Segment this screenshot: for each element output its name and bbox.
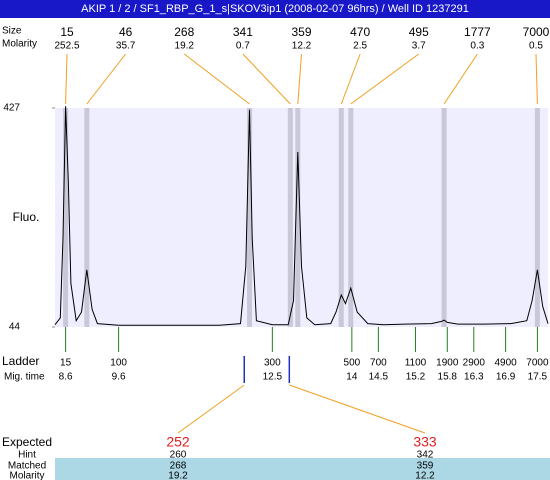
peak-size: 268 (174, 25, 194, 39)
peak-connector (535, 53, 538, 105)
y-tick-label: 427 (3, 103, 20, 114)
ladder-size: 4900 (494, 358, 517, 369)
peak-band (441, 108, 447, 327)
hint-value: 342 (417, 450, 434, 461)
peak-molarity: 252.5 (54, 41, 79, 52)
y-tick-label: 44 (9, 322, 21, 333)
peak-connector (443, 53, 478, 105)
title-bar (0, 0, 550, 18)
ladder-size: 1900 (436, 358, 459, 369)
peak-size: 495 (409, 25, 429, 39)
mig-time-header: Mig. time (4, 372, 45, 383)
ladder-size: 15 (60, 358, 72, 369)
peak-band (348, 108, 354, 327)
ladder-size: 7000 (526, 358, 549, 369)
peak-size: 15 (60, 25, 74, 39)
expected-value: 333 (413, 434, 437, 450)
peak-molarity: 35.7 (116, 41, 136, 52)
peak-size: 341 (233, 25, 253, 39)
ladder-mig-time: 14.5 (369, 372, 389, 383)
peak-molarity: 19.2 (175, 41, 195, 52)
ladder-size: 500 (344, 358, 361, 369)
peak-connector (340, 53, 361, 105)
peak-connector (350, 53, 420, 105)
peak-connector (183, 53, 250, 105)
peak-molarity: 0.3 (470, 41, 484, 52)
peak-band (295, 108, 301, 327)
ladder-size: 1100 (405, 358, 427, 369)
expected-value: 252 (166, 434, 190, 450)
ladder-mig-time: 17.5 (528, 372, 548, 383)
ladder-mig-time: 15.2 (406, 372, 426, 383)
ladder-mig-time: 14 (346, 372, 358, 383)
expected-connector (177, 384, 245, 434)
chart-title: AKIP 1 / 2 / SF1_RBP_G_1_s|SKOV3ip1 (200… (81, 3, 469, 15)
molarity-value: 12.2 (415, 471, 435, 480)
peak-band (287, 108, 293, 327)
matched-value: 359 (417, 461, 434, 472)
peak-connector (65, 53, 68, 105)
expected-header: Expected (2, 435, 52, 449)
peak-size: 359 (291, 25, 311, 39)
peak-connector (242, 53, 291, 105)
ladder-size: 100 (110, 358, 127, 369)
ladder-mig-time: 8.6 (59, 372, 73, 383)
ladder-size: 2900 (463, 358, 486, 369)
peak-size: 46 (119, 25, 133, 39)
ladder-mig-time: 9.6 (112, 372, 126, 383)
peak-size: 7000 (523, 25, 550, 39)
ladder-mig-time: 16.3 (464, 372, 484, 383)
peak-band (247, 108, 253, 327)
ladder-mig-time: 15.8 (438, 372, 458, 383)
ladder-mig-time: 12.5 (263, 372, 283, 383)
peak-size: 470 (350, 25, 370, 39)
peaks-size-header: Size (2, 26, 22, 37)
peak-molarity: 12.2 (292, 41, 312, 52)
peak-molarity: 2.5 (353, 41, 367, 52)
trace (54, 106, 549, 326)
plot-area (55, 108, 548, 327)
hint-header: Hint (18, 450, 36, 461)
peak-band (63, 108, 69, 327)
hint-value: 260 (170, 450, 187, 461)
ladder-header: Ladder (2, 354, 39, 368)
peak-molarity: 3.7 (412, 41, 426, 52)
ladder-size: 700 (370, 358, 387, 369)
peak-band (84, 108, 90, 327)
peak-molarity: 0.7 (236, 41, 250, 52)
peaks-molarity-header: Molarity (2, 39, 37, 50)
peak-band (338, 108, 344, 327)
matched-band (55, 458, 550, 480)
peak-connector (86, 53, 127, 105)
matched-value: 268 (170, 461, 187, 472)
ladder-mig-time: 16.9 (496, 372, 516, 383)
peak-connector (297, 53, 302, 105)
peak-band (534, 108, 540, 327)
ladder-size: 300 (264, 358, 281, 369)
peak-size: 1777 (464, 25, 491, 39)
molarity-value: 19.2 (168, 471, 188, 480)
expected-connector (289, 384, 426, 434)
matched-header: Matched (8, 461, 46, 472)
y-axis-label: Fluo. (13, 210, 40, 224)
peak-molarity: 0.5 (529, 41, 543, 52)
molarity-header: Molarity (9, 471, 44, 480)
